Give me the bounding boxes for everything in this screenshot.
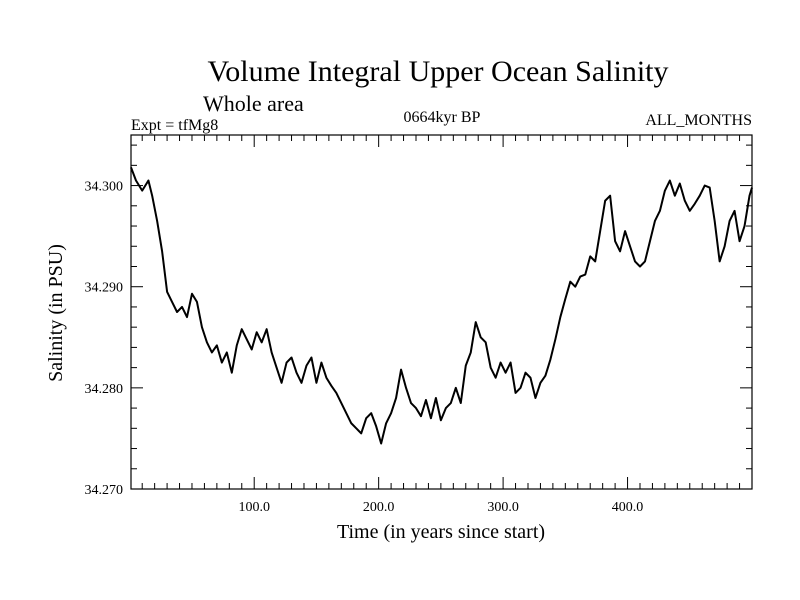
x-tick-label: 200.0	[363, 500, 395, 515]
experiment-label: Expt = tfMg8	[131, 117, 218, 134]
plot-frame	[130, 134, 753, 490]
months-label: ALL_MONTHS	[645, 112, 752, 129]
period-label: 0664kyr BP	[404, 109, 481, 126]
y-tick-label: 34.270	[85, 483, 124, 498]
axis-tick-labels: 100.0 200.0 300.0 400.0 34.270 34.280 34.290 34…	[85, 180, 644, 515]
axis-ticks	[131, 135, 752, 489]
y-tick-label: 34.290	[85, 281, 124, 296]
x-axis-label: Time (in years since start)	[337, 521, 545, 543]
y-tick-label: 34.300	[85, 180, 124, 195]
salinity-series-line	[130, 167, 753, 445]
x-tick-label: 100.0	[238, 500, 270, 515]
x-tick-label: 400.0	[612, 500, 644, 515]
chart-title: Volume Integral Upper Ocean Salinity	[208, 55, 669, 88]
chart-subtitle: Whole area	[203, 91, 304, 116]
y-axis-label: Salinity (in PSU)	[45, 244, 67, 382]
x-tick-label: 300.0	[487, 500, 519, 515]
y-tick-label: 34.280	[85, 382, 124, 397]
